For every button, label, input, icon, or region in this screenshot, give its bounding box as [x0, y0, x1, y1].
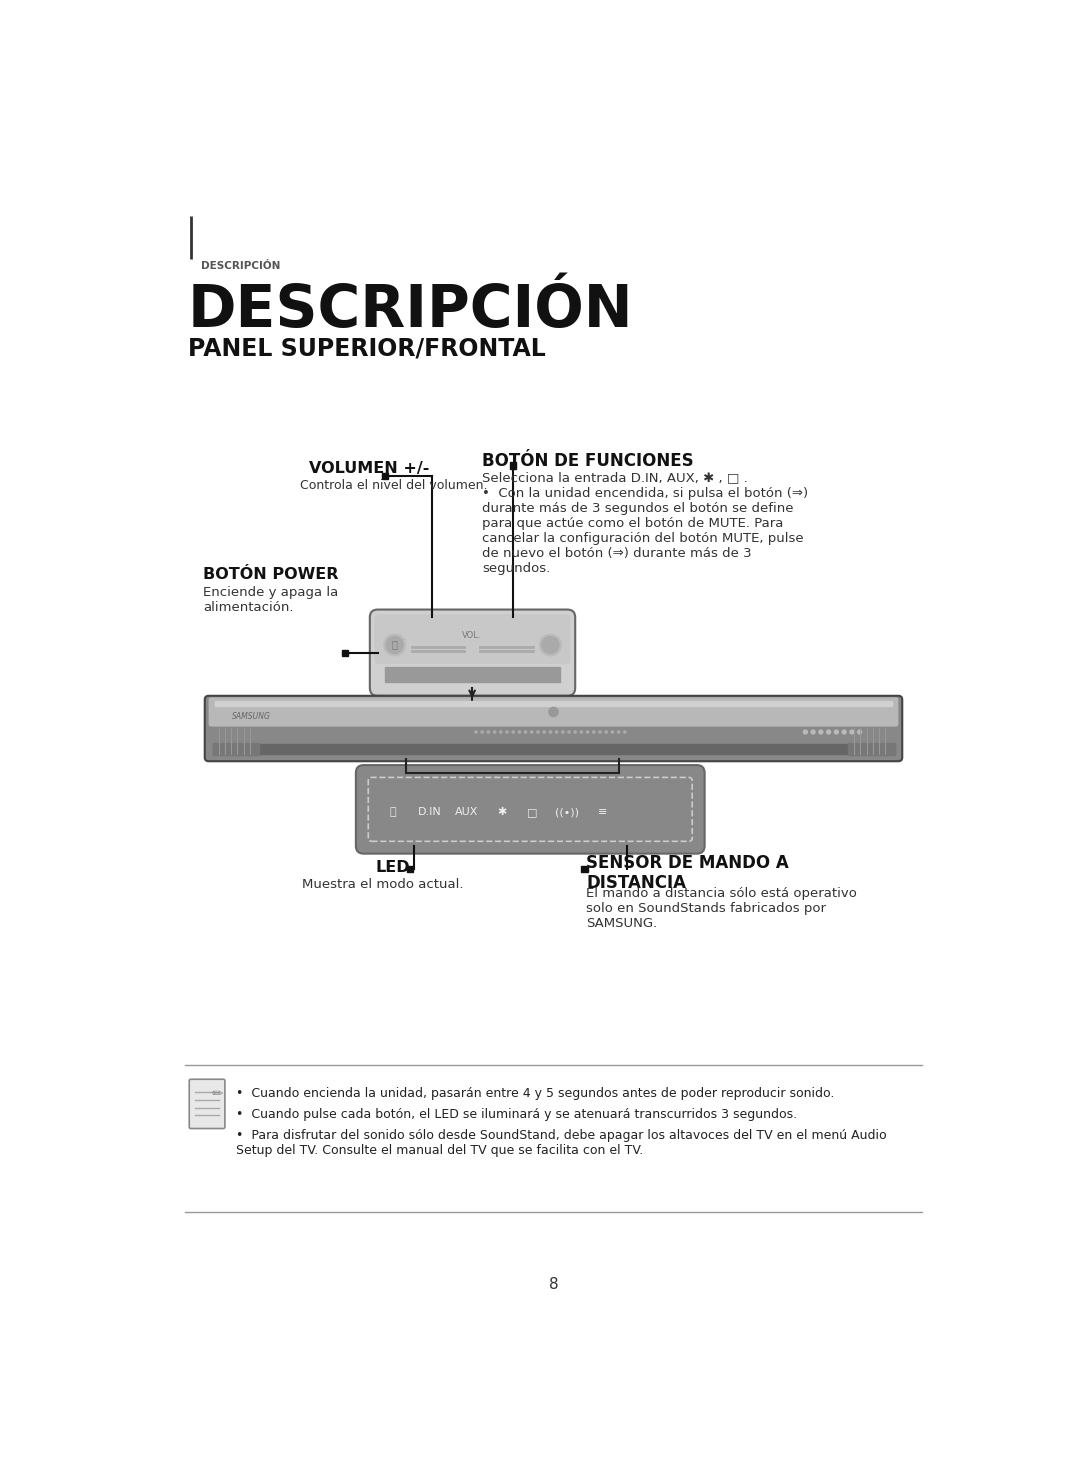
Circle shape	[804, 731, 808, 734]
Text: LED: LED	[375, 860, 410, 874]
Circle shape	[481, 731, 484, 734]
Circle shape	[383, 634, 405, 656]
Text: −: −	[395, 634, 406, 647]
Circle shape	[494, 731, 496, 734]
Text: •  Cuando pulse cada botón, el LED se iluminará y se atenuará transcurridos 3 se: • Cuando pulse cada botón, el LED se ilu…	[235, 1108, 797, 1121]
Circle shape	[580, 731, 582, 734]
Circle shape	[562, 731, 564, 734]
FancyBboxPatch shape	[208, 697, 899, 726]
Circle shape	[593, 731, 595, 734]
FancyBboxPatch shape	[189, 1080, 225, 1128]
Bar	[407, 866, 414, 871]
Circle shape	[530, 731, 532, 734]
Text: DESCRIPCIÓN: DESCRIPCIÓN	[201, 261, 280, 271]
FancyBboxPatch shape	[369, 610, 576, 695]
Bar	[342, 650, 348, 656]
Circle shape	[500, 731, 502, 734]
Circle shape	[618, 731, 620, 734]
Circle shape	[549, 707, 558, 716]
Bar	[213, 744, 894, 754]
Bar	[581, 866, 588, 871]
Circle shape	[518, 731, 521, 734]
Text: Selecciona la entrada D.IN, AUX, ✱ , □ .: Selecciona la entrada D.IN, AUX, ✱ , □ .	[482, 471, 748, 484]
Circle shape	[819, 731, 823, 734]
FancyBboxPatch shape	[205, 695, 902, 761]
Text: Enciende y apaga la
alimentación.: Enciende y apaga la alimentación.	[203, 585, 338, 613]
Circle shape	[858, 731, 862, 734]
Text: ✱: ✱	[497, 807, 507, 817]
FancyBboxPatch shape	[356, 766, 704, 854]
Circle shape	[543, 731, 545, 734]
Circle shape	[623, 731, 626, 734]
Circle shape	[598, 731, 602, 734]
Text: BOTÓN DE FUNCIONES: BOTÓN DE FUNCIONES	[482, 452, 693, 469]
Circle shape	[586, 731, 589, 734]
Circle shape	[850, 731, 854, 734]
Circle shape	[826, 731, 831, 734]
Circle shape	[575, 731, 577, 734]
Circle shape	[605, 731, 607, 734]
Text: +: +	[540, 634, 551, 647]
Text: DESCRIPCIÓN: DESCRIPCIÓN	[188, 282, 633, 339]
Circle shape	[542, 637, 559, 653]
Text: Controla el nivel del volumen.: Controla el nivel del volumen.	[300, 478, 487, 491]
Circle shape	[525, 731, 527, 734]
Text: AUX: AUX	[455, 807, 478, 817]
Text: •  Con la unidad encendida, si pulsa el botón (⇒)
durante más de 3 segundos el b: • Con la unidad encendida, si pulsa el b…	[482, 487, 808, 575]
Text: ≡: ≡	[597, 807, 607, 817]
Text: PANEL SUPERIOR/FRONTAL: PANEL SUPERIOR/FRONTAL	[188, 336, 545, 361]
Text: SAMSUNG: SAMSUNG	[232, 711, 271, 720]
Circle shape	[611, 731, 613, 734]
Text: □: □	[527, 807, 538, 817]
Text: ⏻: ⏻	[390, 807, 396, 817]
Bar	[510, 462, 516, 468]
Circle shape	[537, 731, 539, 734]
Text: D.IN: D.IN	[418, 807, 442, 817]
Circle shape	[555, 731, 557, 734]
Circle shape	[512, 731, 514, 734]
Text: ((•)): ((•))	[555, 807, 579, 817]
Bar	[848, 742, 894, 756]
Bar	[213, 742, 259, 756]
Text: VOLUMEN +/-: VOLUMEN +/-	[309, 461, 430, 475]
Text: ✏: ✏	[212, 1087, 222, 1100]
Text: El mando a distancia sólo está operativo
solo en SoundStands fabricados por
SAMS: El mando a distancia sólo está operativo…	[586, 886, 856, 930]
Bar	[386, 666, 559, 682]
Circle shape	[811, 731, 815, 734]
Text: BOTÓN POWER: BOTÓN POWER	[203, 568, 339, 582]
Circle shape	[505, 731, 509, 734]
Circle shape	[842, 731, 846, 734]
Text: 8: 8	[549, 1278, 558, 1292]
Text: VOL.: VOL.	[462, 631, 482, 640]
Text: •  Cuando encienda la unidad, pasarán entre 4 y 5 segundos antes de poder reprod: • Cuando encienda la unidad, pasarán ent…	[235, 1087, 834, 1100]
Circle shape	[487, 731, 489, 734]
Text: ⏻: ⏻	[392, 638, 397, 648]
FancyBboxPatch shape	[375, 615, 570, 665]
Circle shape	[540, 634, 562, 656]
Bar	[215, 701, 892, 706]
Text: •  Para disfrutar del sonido sólo desde SoundStand, debe apagar los altavoces de: • Para disfrutar del sonido sólo desde S…	[235, 1128, 887, 1156]
Circle shape	[835, 731, 838, 734]
Bar	[382, 474, 389, 480]
Circle shape	[387, 637, 403, 653]
Text: Muestra el modo actual.: Muestra el modo actual.	[301, 879, 463, 892]
Circle shape	[475, 731, 477, 734]
Circle shape	[568, 731, 570, 734]
Circle shape	[550, 731, 552, 734]
Text: SENSOR DE MANDO A
DISTANCIA: SENSOR DE MANDO A DISTANCIA	[586, 854, 788, 892]
